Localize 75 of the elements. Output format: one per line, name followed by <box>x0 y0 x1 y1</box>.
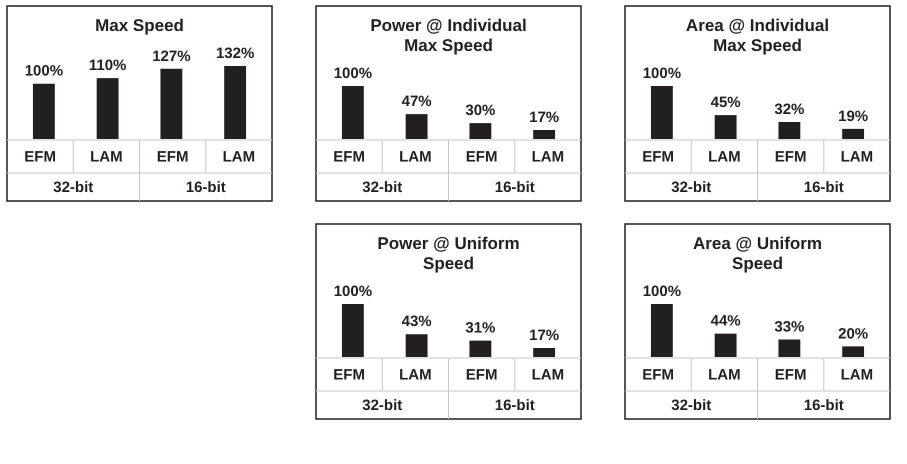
data-label: 20% <box>838 325 868 342</box>
chart-title: Power @ Uniform Speed <box>377 234 520 273</box>
x-tick-label: EFM <box>466 366 498 384</box>
bar <box>342 86 364 139</box>
x-tick-label: LAM <box>840 366 874 384</box>
bar <box>650 304 673 357</box>
bar <box>714 334 737 357</box>
data-label: 17% <box>529 326 560 344</box>
bar <box>533 130 556 139</box>
bar <box>342 304 364 357</box>
x-tick-label: LAM <box>708 148 741 166</box>
data-label: 43% <box>402 313 432 330</box>
bar <box>406 114 428 139</box>
chart-title: Max Speed <box>95 16 184 35</box>
data-label: 44% <box>710 312 741 330</box>
bar <box>778 122 800 139</box>
data-label: 31% <box>465 320 496 337</box>
data-label: 127% <box>152 48 191 65</box>
x-tick-label: LAM <box>708 366 741 384</box>
bar <box>714 115 737 139</box>
x-tick-label: EFM <box>642 366 674 384</box>
data-label: 32% <box>774 101 804 118</box>
bar <box>224 66 246 139</box>
x-tick-label: EFM <box>156 148 188 166</box>
data-label: 100% <box>642 283 682 300</box>
data-label: 47% <box>402 93 432 110</box>
data-label: 110% <box>88 57 126 74</box>
text: 16-bit <box>186 179 226 196</box>
x-tick-label: EFM <box>774 366 806 384</box>
bar <box>842 346 864 357</box>
bar <box>842 128 864 139</box>
text: 32-bit <box>53 179 94 196</box>
x-tick-label: LAM <box>532 366 564 384</box>
x-tick-label: EFM <box>642 148 674 166</box>
x-tick-label: LAM <box>399 366 432 384</box>
chart-title: Area @ Uniform Speed <box>693 234 822 273</box>
bar <box>650 86 673 139</box>
data-label: 45% <box>710 94 741 112</box>
text: 16-bit <box>804 179 844 196</box>
x-tick-label: EFM <box>466 148 498 166</box>
data-label: 100% <box>642 65 682 82</box>
data-label: 132% <box>216 45 254 62</box>
bar <box>533 348 556 357</box>
data-label: 100% <box>334 283 372 300</box>
bar <box>469 123 492 139</box>
x-tick-label: LAM <box>90 148 123 166</box>
text: 16-bit <box>804 397 844 414</box>
chart-title: Power @ Individual Max Speed <box>370 16 527 55</box>
x-tick-label: EFM <box>24 148 56 166</box>
data-label: 100% <box>24 62 64 80</box>
x-tick-label: LAM <box>532 148 564 166</box>
x-tick-label: EFM <box>333 366 365 384</box>
text: 16-bit <box>494 397 535 414</box>
data-label: 19% <box>838 108 868 125</box>
text: 32-bit <box>671 179 712 196</box>
data-label: 33% <box>774 318 804 336</box>
bar <box>96 78 119 139</box>
chart-title: Area @ Individual Max Speed <box>686 16 830 55</box>
text: 32-bit <box>671 397 712 414</box>
x-tick-label: LAM <box>399 148 432 166</box>
x-tick-label: EFM <box>774 148 806 166</box>
x-tick-label: LAM <box>840 148 874 166</box>
data-label: 100% <box>334 65 372 82</box>
text: 32-bit <box>362 179 402 196</box>
bar <box>32 84 55 139</box>
text: 32-bit <box>362 397 402 414</box>
text: 16-bit <box>494 179 535 196</box>
x-tick-label: LAM <box>222 148 256 166</box>
bar <box>406 334 428 357</box>
bar <box>778 340 800 357</box>
bar <box>160 68 182 139</box>
x-tick-label: EFM <box>333 148 365 166</box>
data-label: 30% <box>465 102 496 120</box>
bar <box>469 340 492 357</box>
data-label: 17% <box>529 108 560 126</box>
